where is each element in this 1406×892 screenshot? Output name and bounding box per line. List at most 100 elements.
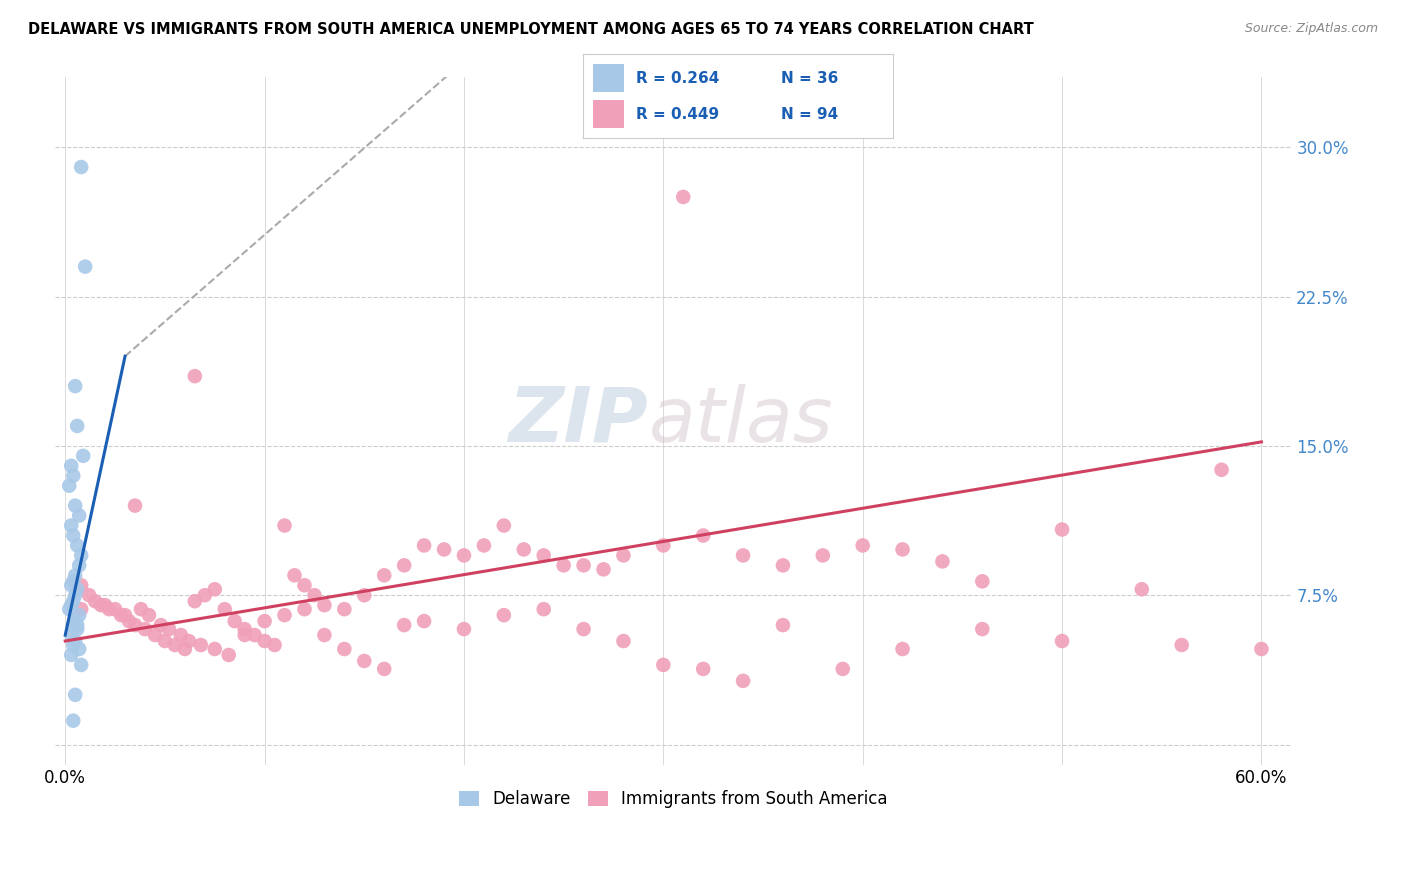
Point bbox=[98, 602, 121, 616]
Point bbox=[392, 558, 415, 573]
Point bbox=[194, 588, 217, 602]
Point bbox=[533, 602, 555, 616]
Point bbox=[184, 594, 207, 608]
Point bbox=[273, 608, 295, 623]
Point bbox=[63, 634, 86, 648]
Point bbox=[314, 598, 336, 612]
Point bbox=[104, 602, 127, 616]
Point bbox=[811, 549, 834, 563]
Point bbox=[62, 638, 84, 652]
Text: R = 0.264: R = 0.264 bbox=[636, 70, 720, 86]
Point bbox=[273, 518, 295, 533]
Point bbox=[60, 458, 83, 473]
Point bbox=[153, 634, 176, 648]
Point bbox=[66, 419, 89, 434]
Point bbox=[373, 662, 395, 676]
Point bbox=[233, 622, 256, 636]
Point bbox=[157, 622, 180, 636]
Point bbox=[67, 642, 90, 657]
Point bbox=[62, 618, 84, 632]
Point bbox=[66, 618, 89, 632]
Point bbox=[58, 602, 80, 616]
Point bbox=[63, 588, 86, 602]
Point bbox=[891, 642, 914, 657]
Point bbox=[1170, 638, 1192, 652]
Point bbox=[453, 549, 475, 563]
Text: ZIP: ZIP bbox=[509, 384, 648, 458]
Point bbox=[204, 642, 226, 657]
Text: atlas: atlas bbox=[648, 384, 834, 458]
Point bbox=[138, 608, 160, 623]
Point bbox=[253, 614, 276, 628]
Point bbox=[612, 549, 634, 563]
Point bbox=[66, 622, 89, 636]
Point bbox=[124, 499, 146, 513]
Point bbox=[58, 479, 80, 493]
Point bbox=[1250, 642, 1272, 657]
Point bbox=[492, 608, 515, 623]
Point bbox=[62, 468, 84, 483]
Point bbox=[62, 714, 84, 728]
Point bbox=[392, 618, 415, 632]
Point bbox=[831, 662, 853, 676]
Point bbox=[63, 379, 86, 393]
Point bbox=[652, 538, 675, 552]
Point bbox=[553, 558, 575, 573]
Point bbox=[772, 558, 794, 573]
Point bbox=[70, 578, 93, 592]
Point bbox=[972, 622, 994, 636]
Point bbox=[353, 654, 375, 668]
Point bbox=[492, 518, 515, 533]
Point bbox=[70, 549, 93, 563]
Point bbox=[62, 594, 84, 608]
Point bbox=[253, 634, 276, 648]
Point bbox=[184, 369, 207, 384]
Point bbox=[1050, 523, 1073, 537]
Point bbox=[124, 618, 146, 632]
Point bbox=[94, 598, 117, 612]
Point bbox=[60, 578, 83, 592]
Point bbox=[66, 582, 89, 597]
Point bbox=[333, 602, 356, 616]
Point bbox=[572, 558, 595, 573]
Point bbox=[233, 628, 256, 642]
Point bbox=[90, 598, 112, 612]
Point bbox=[294, 602, 316, 616]
Point bbox=[118, 614, 141, 628]
Point bbox=[294, 578, 316, 592]
Point bbox=[263, 638, 285, 652]
Point bbox=[70, 160, 93, 174]
Point bbox=[62, 528, 84, 542]
Text: DELAWARE VS IMMIGRANTS FROM SOUTH AMERICA UNEMPLOYMENT AMONG AGES 65 TO 74 YEARS: DELAWARE VS IMMIGRANTS FROM SOUTH AMERIC… bbox=[28, 22, 1033, 37]
Point bbox=[413, 538, 436, 552]
Point bbox=[70, 657, 93, 672]
Point bbox=[163, 638, 186, 652]
Point bbox=[224, 614, 246, 628]
Point bbox=[134, 622, 156, 636]
Point bbox=[733, 549, 755, 563]
Point bbox=[75, 260, 97, 274]
Point bbox=[433, 542, 456, 557]
Point bbox=[129, 602, 152, 616]
Point bbox=[110, 608, 132, 623]
Text: R = 0.449: R = 0.449 bbox=[636, 107, 720, 122]
Point bbox=[190, 638, 212, 652]
Point bbox=[333, 642, 356, 657]
Point bbox=[772, 618, 794, 632]
Point bbox=[852, 538, 875, 552]
Point bbox=[63, 614, 86, 628]
Point bbox=[84, 594, 107, 608]
Point bbox=[143, 628, 166, 642]
Point bbox=[1050, 634, 1073, 648]
Point bbox=[67, 508, 90, 523]
Point bbox=[472, 538, 495, 552]
Point bbox=[60, 518, 83, 533]
Point bbox=[692, 662, 714, 676]
Point bbox=[243, 628, 266, 642]
Point bbox=[60, 598, 83, 612]
Point bbox=[60, 648, 83, 662]
Point bbox=[513, 542, 536, 557]
Point bbox=[733, 673, 755, 688]
Point bbox=[63, 688, 86, 702]
Point bbox=[453, 622, 475, 636]
